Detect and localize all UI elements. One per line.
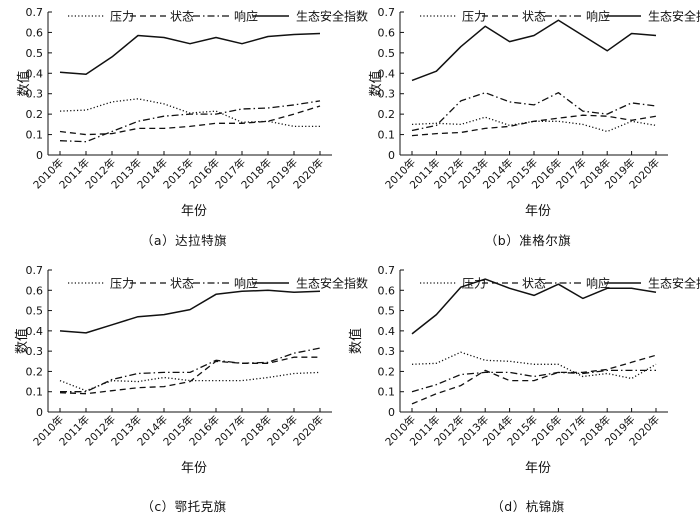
y-tick-label: 0.4 (378, 67, 396, 80)
legend-label-0: 压力 (110, 277, 134, 291)
legend-label-3: 生态安全指数 (296, 276, 368, 291)
legend-label-0: 压力 (462, 10, 486, 24)
y-tick-label: 0.6 (26, 284, 44, 297)
chart-panel-c: 00.10.20.30.40.50.60.72010年2011年2012年201… (14, 264, 368, 514)
series-line-3 (411, 278, 657, 335)
y-tick-label: 0.1 (378, 129, 396, 142)
y-tick-label: 0.4 (26, 325, 44, 338)
y-tick-label: 0.1 (26, 129, 44, 142)
legend-label-2: 响应 (586, 9, 610, 24)
y-tick-label: 0.3 (26, 88, 44, 101)
x-axis-title: 年份 (525, 204, 551, 219)
legend-label-0: 压力 (110, 10, 134, 24)
series-line-1 (59, 356, 320, 395)
legend-label-2: 响应 (586, 276, 610, 291)
series-line-2 (411, 92, 657, 132)
x-axis-title: 年份 (181, 461, 207, 476)
panel-caption: （a）达拉特旗 (141, 233, 227, 248)
y-tick-label: 0 (36, 406, 43, 419)
legend-label-2: 响应 (234, 9, 258, 24)
legend-label-1: 状态 (170, 277, 194, 291)
y-tick-label: 0.7 (378, 264, 396, 277)
legend: 压力 状态 响应 生态安全指数 (420, 9, 700, 24)
panel-caption: （b）准格尔旗 (485, 233, 571, 248)
x-axis-title: 年份 (181, 204, 207, 219)
y-tick-label: 0.1 (26, 386, 44, 399)
chart-panel-a: 00.10.20.30.40.50.60.72010年2011年2012年201… (16, 6, 368, 248)
legend: 压力 状态 响应 生态安全指数 (68, 9, 368, 24)
y-tick-label: 0.6 (378, 26, 396, 39)
y-axis-title: 数值 (16, 70, 32, 96)
y-tick-label: 0.5 (378, 305, 396, 318)
y-axis-title: 数值 (368, 70, 384, 96)
y-tick-label: 0.4 (26, 67, 44, 80)
panel-caption: （d）杭锦旗 (491, 499, 564, 514)
y-tick-label: 0.2 (26, 365, 44, 378)
series-line-0 (411, 116, 657, 133)
legend-label-1: 状态 (170, 10, 194, 24)
y-tick-label: 0 (36, 149, 43, 162)
series-line-1 (411, 114, 657, 137)
legend-label-1: 状态 (522, 10, 546, 24)
series-line-2 (60, 347, 321, 393)
y-tick-label: 0.3 (378, 88, 396, 101)
y-tick-label: 0.6 (26, 26, 44, 39)
legend-label-3: 生态安全指数 (296, 9, 368, 24)
series-line-1 (411, 354, 657, 405)
y-axis-title: 数值 (14, 328, 30, 354)
y-tick-label: 0.5 (378, 47, 396, 60)
x-axis-title: 年份 (525, 461, 551, 476)
series-line-3 (59, 289, 321, 334)
legend-label-1: 状态 (522, 277, 546, 291)
series-line-0 (59, 98, 320, 128)
series-line-0 (59, 371, 321, 392)
chart-panel-d: 00.10.20.30.40.50.60.72010年2011年2012年201… (348, 264, 700, 514)
series-line-2 (411, 369, 656, 393)
y-tick-label: 0.3 (378, 345, 396, 358)
y-tick-label: 0.6 (378, 284, 396, 297)
y-tick-label: 0.3 (26, 345, 44, 358)
y-tick-label: 0.7 (26, 6, 44, 19)
y-tick-label: 0.5 (26, 47, 44, 60)
legend-label-3: 生态安全指数 (648, 9, 700, 24)
series-line-1 (59, 105, 321, 136)
legend: 压力 状态 响应 生态安全指数 (68, 276, 368, 291)
chart-panel-b: 00.10.20.30.40.50.60.72010年2011年2012年201… (368, 6, 700, 248)
series-line-3 (59, 32, 321, 76)
y-tick-label: 0.2 (378, 365, 396, 378)
series-line-2 (59, 100, 321, 143)
y-axis-title: 数值 (348, 328, 364, 354)
legend-label-0: 压力 (462, 277, 486, 291)
y-tick-label: 0 (388, 406, 395, 419)
y-tick-label: 0.5 (26, 305, 44, 318)
legend-label-2: 响应 (234, 276, 258, 291)
series-line-0 (411, 351, 657, 380)
panel-caption: （c）鄂托克旗 (141, 499, 226, 514)
y-tick-label: 0.4 (378, 325, 396, 338)
legend: 压力 状态 响应 生态安全指数 (420, 276, 700, 291)
y-tick-label: 0.2 (378, 108, 396, 121)
legend-label-3: 生态安全指数 (648, 276, 700, 291)
y-tick-label: 0.1 (378, 386, 396, 399)
series-line-3 (411, 19, 657, 82)
y-tick-label: 0 (388, 149, 395, 162)
y-tick-label: 0.7 (378, 6, 396, 19)
y-tick-label: 0.7 (26, 264, 44, 277)
y-tick-label: 0.2 (26, 108, 44, 121)
